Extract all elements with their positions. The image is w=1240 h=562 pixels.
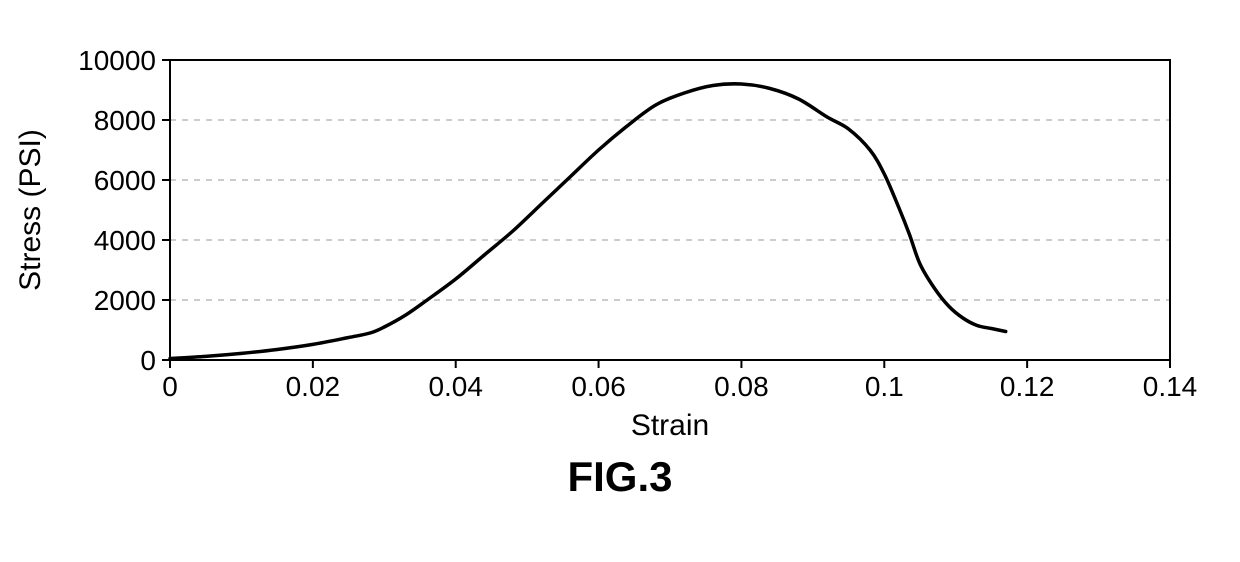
y-tick-label: 0 xyxy=(140,345,156,376)
y-axis-label: Stress (PSI) xyxy=(14,129,47,291)
x-tick-label: 0.06 xyxy=(571,371,626,402)
y-tick-label: 8000 xyxy=(94,105,156,136)
y-tick-label: 4000 xyxy=(94,225,156,256)
x-tick-label: 0.04 xyxy=(428,371,483,402)
figure-container: 0 0.02 0.04 0.06 0.08 0.1 0.12 0.14 0 2000 4000 600… xyxy=(0,0,1240,562)
x-tick-label: 0.08 xyxy=(714,371,769,402)
y-tick-label: 6000 xyxy=(94,165,156,196)
x-tick-label: 0.14 xyxy=(1143,371,1198,402)
x-tick-label: 0.12 xyxy=(1000,371,1055,402)
x-tick-label: 0.1 xyxy=(865,371,904,402)
x-axis-label: Strain xyxy=(631,409,709,442)
x-tick-label: 0.02 xyxy=(286,371,341,402)
y-tick-label: 10000 xyxy=(78,45,156,76)
x-tick-label: 0 xyxy=(162,371,178,402)
figure-caption: FIG.3 xyxy=(0,453,1240,501)
y-tick-label: 2000 xyxy=(94,285,156,316)
